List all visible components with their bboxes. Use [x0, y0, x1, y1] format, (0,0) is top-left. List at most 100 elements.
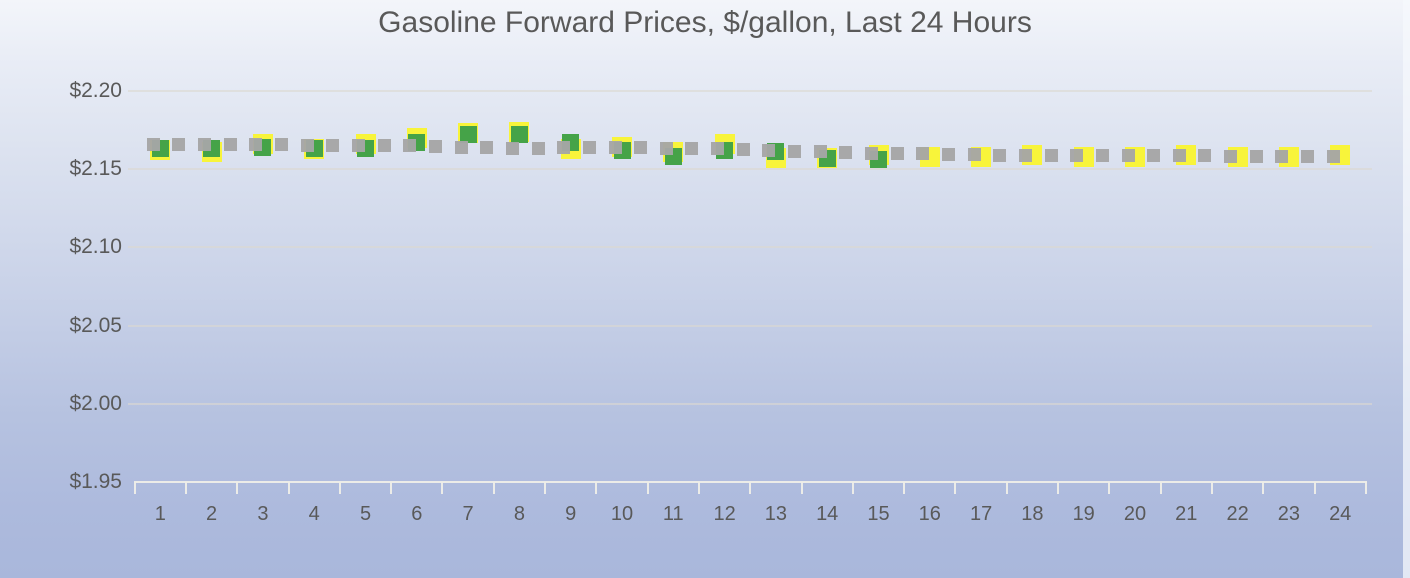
x-axis-tick — [1210, 482, 1213, 494]
x-axis-tick-label: 20 — [1123, 503, 1147, 525]
x-axis-tick-label: 17 — [969, 503, 993, 525]
gray-dash-segment — [890, 147, 904, 161]
x-axis-tick — [1057, 482, 1060, 494]
gray-dash-segment — [916, 147, 930, 161]
gray-dash-segment — [505, 142, 519, 156]
gray-dash-segment — [967, 148, 981, 162]
gray-dash-segment — [352, 139, 365, 153]
x-axis-tick-label: 9 — [565, 503, 577, 525]
x-axis-tick — [492, 482, 495, 494]
x-axis-tick — [441, 482, 444, 494]
gray-dash-segment — [1198, 149, 1212, 163]
gray-dash-segment — [941, 147, 955, 161]
x-axis-tick — [903, 482, 906, 494]
x-axis-tick — [1364, 482, 1367, 494]
green-marker — [459, 126, 477, 144]
x-axis-tick — [1005, 482, 1008, 494]
x-axis-tick — [800, 482, 803, 494]
x-axis-tick — [287, 482, 290, 494]
gray-dash-segment — [275, 138, 289, 152]
x-axis-tick — [954, 482, 957, 494]
gray-dash-segment — [172, 137, 186, 151]
y-axis-tick-label: $2.10 — [69, 235, 122, 259]
x-axis-tick-label: 18 — [1021, 503, 1044, 525]
gray-dash-segment — [454, 140, 468, 154]
gray-dash-segment — [146, 137, 160, 151]
gray-dash-segment — [608, 140, 622, 154]
gray-dash-segment — [428, 139, 442, 153]
x-axis-tick — [1108, 482, 1111, 494]
x-axis-tick-label: 23 — [1277, 503, 1301, 525]
gray-dash-segment — [1172, 148, 1186, 162]
x-axis-tick — [236, 482, 239, 494]
gray-dash-segment — [1275, 150, 1289, 164]
x-axis-tick-label: 5 — [359, 503, 372, 525]
gray-dash-segment — [839, 146, 853, 160]
gray-dash-segment — [659, 142, 673, 156]
x-axis-tick — [595, 482, 598, 494]
gray-dash-segment — [198, 137, 212, 151]
gray-dash-segment — [582, 140, 596, 154]
x-axis-tick-label: 2 — [206, 503, 218, 525]
gridline — [128, 246, 1372, 249]
x-axis-tick-label: 24 — [1329, 503, 1352, 525]
chart-title: Gasoline Forward Prices, $/gallon, Last … — [378, 6, 1032, 39]
x-axis-tick-label: 13 — [764, 503, 788, 525]
x-axis-tick-label: 8 — [513, 503, 525, 525]
gray-dash-segment — [1121, 148, 1135, 162]
gray-dash-segment — [1249, 150, 1263, 164]
gray-dash-segment — [865, 146, 878, 160]
x-axis-tick-label: 4 — [308, 503, 320, 525]
gridline — [128, 90, 1372, 92]
x-axis-tick-label: 7 — [462, 503, 474, 525]
gray-dash-segment — [326, 139, 340, 153]
gray-dash-segment — [1044, 148, 1058, 162]
x-axis-tick-label: 1 — [154, 503, 166, 525]
y-axis-tick-label: $2.15 — [69, 157, 122, 181]
x-axis-tick — [184, 482, 187, 494]
gray-dash-segment — [1326, 150, 1340, 164]
chart-edge-strip — [1403, 0, 1410, 578]
x-axis-tick — [1262, 482, 1265, 494]
x-axis-tick-label: 14 — [816, 503, 839, 525]
gray-dash-segment — [403, 139, 417, 153]
gray-dash-segment — [249, 137, 263, 151]
x-axis-tick-label: 6 — [411, 503, 423, 525]
x-axis-tick-label: 12 — [713, 503, 736, 525]
gridline — [128, 168, 1372, 171]
x-axis-tick-label: 10 — [610, 503, 634, 525]
x-axis-tick-label: 11 — [662, 503, 684, 525]
gray-dash-segment — [1018, 148, 1032, 162]
gray-dash-segment — [685, 142, 699, 156]
x-axis-tick — [133, 482, 136, 494]
gridline — [128, 324, 1372, 327]
x-axis-tick-label: 3 — [257, 503, 269, 525]
x-axis-tick — [749, 482, 752, 494]
gray-dash-segment — [634, 141, 648, 155]
gray-dash-segment — [736, 142, 750, 156]
gray-dash-segment — [1301, 150, 1315, 164]
green-marker — [510, 126, 528, 144]
gray-dash-segment — [223, 137, 237, 151]
x-axis-tick-label: 16 — [918, 503, 941, 525]
y-axis-tick-label: $2.05 — [69, 313, 122, 337]
gray-dash-segment — [531, 141, 545, 155]
gray-dash-segment — [557, 141, 571, 155]
gray-dash-segment — [993, 148, 1007, 162]
x-axis-tick — [646, 482, 649, 494]
y-axis-tick-label: $2.00 — [69, 391, 122, 415]
gray-dash-segment — [762, 143, 776, 157]
x-axis-tick — [544, 482, 547, 494]
gray-dash-segment — [788, 144, 802, 158]
x-axis-tick — [1159, 482, 1162, 494]
x-axis-tick-label: 22 — [1226, 503, 1249, 525]
gray-dash-segment — [480, 141, 494, 155]
x-axis-tick — [390, 482, 393, 494]
x-axis-tick-label: 15 — [867, 503, 890, 525]
x-axis-tick — [1313, 482, 1316, 494]
x-axis-tick — [851, 482, 854, 494]
gray-dash-segment — [1147, 148, 1161, 162]
x-axis-tick — [697, 482, 700, 494]
x-axis-tick-label: 21 — [1175, 503, 1198, 525]
